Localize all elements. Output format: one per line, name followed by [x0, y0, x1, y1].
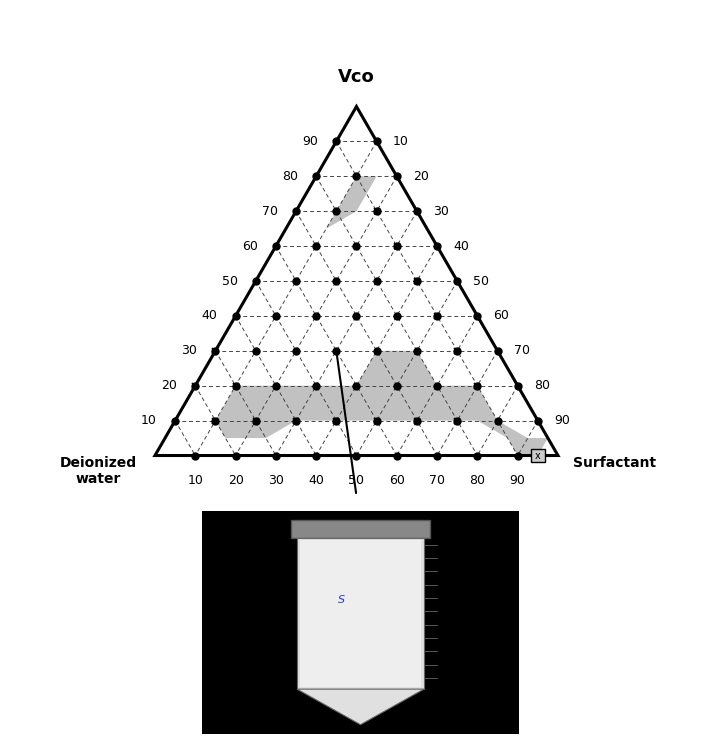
Bar [531, 449, 545, 462]
Text: 40: 40 [309, 473, 324, 487]
Polygon shape [300, 540, 421, 687]
Text: Vco: Vco [338, 68, 375, 87]
Text: 50: 50 [221, 274, 238, 288]
Text: 60: 60 [493, 310, 509, 322]
Text: 20: 20 [228, 473, 244, 487]
Text: 90: 90 [510, 473, 526, 487]
Text: 30: 30 [433, 205, 449, 218]
Polygon shape [216, 350, 528, 438]
Text: 80: 80 [534, 379, 550, 392]
Text: S: S [338, 595, 345, 605]
Polygon shape [508, 438, 548, 456]
Polygon shape [326, 176, 376, 229]
Text: 30: 30 [182, 345, 198, 357]
Text: 20: 20 [413, 170, 429, 183]
Text: 50: 50 [474, 274, 490, 288]
Polygon shape [202, 511, 519, 734]
Text: 50: 50 [348, 473, 365, 487]
Text: 10: 10 [141, 414, 157, 427]
Text: 20: 20 [162, 379, 177, 392]
Text: 80: 80 [282, 170, 298, 183]
Text: 80: 80 [469, 473, 485, 487]
Text: 70: 70 [513, 345, 530, 357]
Text: 70: 70 [429, 473, 445, 487]
Text: 60: 60 [242, 239, 257, 253]
Text: x: x [535, 451, 541, 460]
Text: 70: 70 [262, 205, 278, 218]
Text: 40: 40 [454, 239, 469, 253]
Text: 60: 60 [389, 473, 404, 487]
Polygon shape [297, 538, 424, 689]
Text: Deionized
water: Deionized water [60, 456, 137, 485]
Text: Surfactant: Surfactant [572, 456, 656, 470]
Polygon shape [291, 520, 430, 538]
Text: 30: 30 [268, 473, 284, 487]
Text: 90: 90 [554, 414, 570, 427]
Polygon shape [297, 689, 424, 725]
Text: 40: 40 [202, 310, 218, 322]
Text: 90: 90 [302, 135, 318, 148]
Text: 10: 10 [187, 473, 203, 487]
Text: 10: 10 [393, 135, 409, 148]
